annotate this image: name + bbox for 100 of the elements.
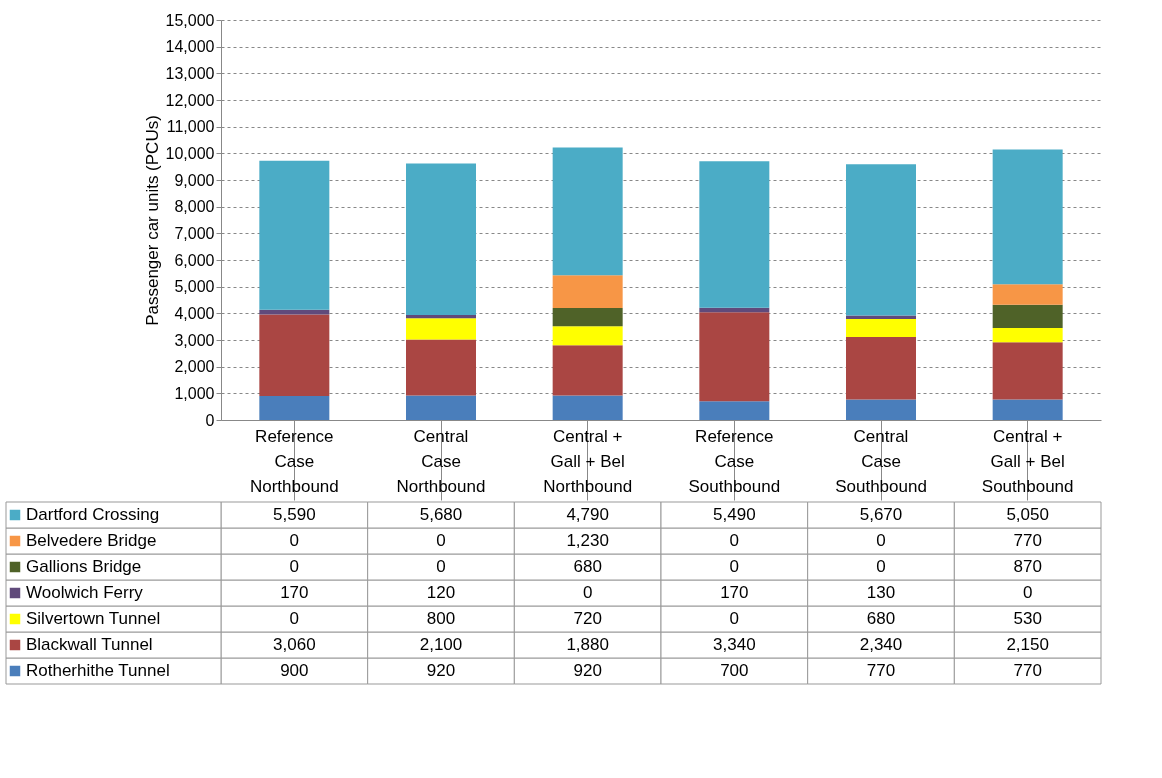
y-tick-label: 7,000 xyxy=(174,224,215,242)
data-label: 170 xyxy=(720,583,749,602)
legend-label: Woolwich Ferry xyxy=(26,583,144,602)
data-label: 680 xyxy=(573,557,602,576)
data-label: 5,670 xyxy=(859,505,903,524)
y-tick-label: 10,000 xyxy=(165,144,215,162)
data-label: 900 xyxy=(280,661,309,680)
y-tick-label: 0 xyxy=(205,411,215,429)
bar xyxy=(552,326,623,346)
data-label: 5,590 xyxy=(273,505,316,524)
x-tick-label: Central Case Southbound xyxy=(835,426,927,496)
bar xyxy=(406,163,476,315)
bar xyxy=(406,339,476,396)
data-label: 5,050 xyxy=(1006,505,1049,524)
bar xyxy=(699,401,770,420)
data-label: 770 xyxy=(1013,531,1042,550)
legend-label: Belvedere Bridge xyxy=(26,531,157,550)
data-label: 870 xyxy=(1013,557,1042,576)
data-label: 3,340 xyxy=(713,635,756,654)
bar xyxy=(846,164,916,316)
bar xyxy=(846,315,916,319)
data-label: 770 xyxy=(1013,661,1042,680)
data-label: 1,880 xyxy=(566,635,609,654)
data-label: 0 xyxy=(436,531,446,550)
y-tick-label: 15,000 xyxy=(165,11,215,29)
y-tick-label: 1,000 xyxy=(174,384,215,402)
bar xyxy=(259,314,330,396)
bar xyxy=(992,149,1063,285)
data-label: 0 xyxy=(582,583,593,602)
legend-label: Gallions Bridge xyxy=(26,557,142,576)
legend-label: Blackwall Tunnel xyxy=(26,635,153,654)
x-tick-label: Central + Gall + Bel Northbound xyxy=(543,426,633,496)
y-tick-label: 11,000 xyxy=(166,118,215,136)
bar xyxy=(259,396,330,420)
data-label: 2,340 xyxy=(859,635,903,654)
data-label: 0 xyxy=(729,531,740,550)
data-label: 2,150 xyxy=(1006,635,1049,654)
y-axis-title: Passenger car units (PCUs) xyxy=(142,115,162,326)
x-tick-label: Central Case Northbound xyxy=(396,426,486,496)
bar xyxy=(552,147,623,276)
data-label: 0 xyxy=(289,557,300,576)
data-label: 0 xyxy=(729,609,740,628)
legend-label: Dartford Crossing xyxy=(26,505,160,524)
data-label: 700 xyxy=(720,661,749,680)
bar xyxy=(552,275,623,308)
data-label: 920 xyxy=(426,661,456,680)
data-label: 530 xyxy=(1013,609,1042,628)
y-tick-label: 9,000 xyxy=(174,171,215,189)
y-tick-label: 4,000 xyxy=(174,304,215,322)
y-tick-label: 12,000 xyxy=(165,91,215,109)
y-tick-label: 5,000 xyxy=(174,278,215,296)
bar xyxy=(846,337,916,400)
x-tick-label: Reference Case Northbound xyxy=(249,426,339,496)
bar xyxy=(699,161,770,308)
bar xyxy=(992,328,1063,343)
bar xyxy=(259,160,330,310)
y-tick-label: 14,000 xyxy=(165,38,215,56)
x-tick-label: Central + Gall + Bel Southbound xyxy=(981,426,1074,496)
bar xyxy=(846,399,916,420)
bar xyxy=(406,395,476,420)
data-label: 0 xyxy=(876,531,886,550)
data-label: 720 xyxy=(573,609,602,628)
legend-label: Silvertown Tunnel xyxy=(26,609,161,628)
bar xyxy=(552,345,623,396)
data-label: 800 xyxy=(426,609,456,628)
data-label: 120 xyxy=(426,583,456,602)
y-tick-label: 2,000 xyxy=(174,358,215,376)
bar xyxy=(552,395,623,420)
data-label: 5,680 xyxy=(419,505,463,524)
data-label: 770 xyxy=(866,661,896,680)
bar xyxy=(992,342,1063,400)
y-tick-label: 3,000 xyxy=(174,331,215,349)
y-tick-label: 13,000 xyxy=(165,64,215,82)
y-tick-label: 6,000 xyxy=(174,251,215,269)
bar xyxy=(992,399,1063,420)
data-label: 130 xyxy=(866,583,896,602)
data-label: 0 xyxy=(436,557,446,576)
data-label: 680 xyxy=(866,609,896,628)
data-label: 2,100 xyxy=(419,635,463,654)
data-label: 3,060 xyxy=(273,635,316,654)
data-label: 1,230 xyxy=(566,531,609,550)
data-label: 4,790 xyxy=(566,505,609,524)
bar xyxy=(992,284,1063,305)
legend-label: Rotherhithe Tunnel xyxy=(26,661,170,680)
y-tick-label: 8,000 xyxy=(174,198,215,216)
bar xyxy=(552,308,623,327)
data-label: 0 xyxy=(876,557,886,576)
data-label: 0 xyxy=(729,557,740,576)
bar xyxy=(846,318,916,338)
data-label: 5,490 xyxy=(713,505,756,524)
bar xyxy=(992,304,1063,328)
bar xyxy=(406,318,476,340)
data-label: 920 xyxy=(573,661,602,680)
bar xyxy=(699,312,770,402)
data-label: 0 xyxy=(289,609,300,628)
data-label: 0 xyxy=(289,531,300,550)
x-tick-label: Reference Case Southbound xyxy=(688,426,781,496)
data-label: 170 xyxy=(280,583,309,602)
bar xyxy=(406,314,476,319)
data-label: 0 xyxy=(1022,583,1033,602)
